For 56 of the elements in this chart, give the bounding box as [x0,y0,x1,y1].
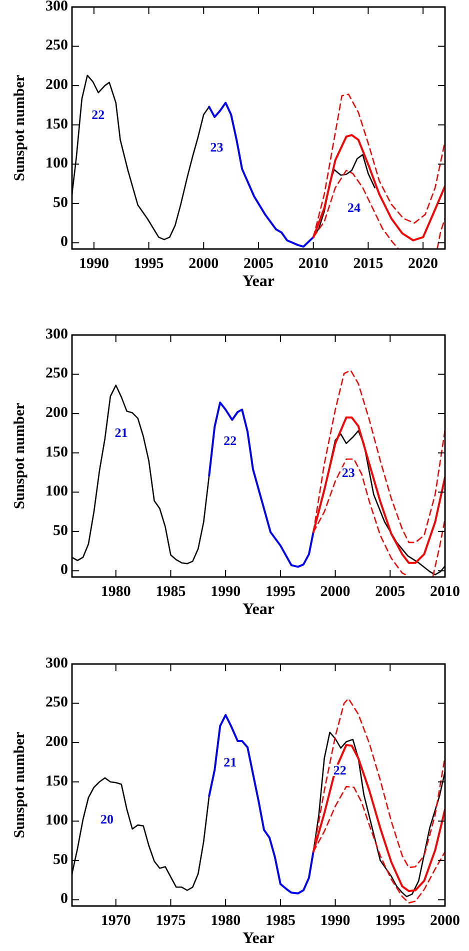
y-tick-label: 200 [46,77,68,94]
x-tick-label: 2010 [430,584,460,600]
annotation: 23 [210,139,224,154]
y-tick-label: 150 [46,116,68,132]
y-tick-label: 100 [46,156,68,172]
annotation: 20 [100,811,114,826]
x-tick-label: 2000 [320,584,350,600]
x-tick-label: 2005 [375,584,406,600]
y-tick-label: 300 [46,0,68,14]
y-tick-label: 150 [46,773,68,790]
y-tick-label: 0 [60,562,68,578]
x-tick-label: 1990 [210,584,241,600]
x-tick-label: 1990 [78,256,109,272]
y-tick-label: 200 [46,405,68,422]
y-tick-label: 0 [60,234,68,250]
y-tick-label: 50 [53,194,68,211]
y-tick-label: 100 [46,484,68,500]
x-tick-label: 2000 [430,913,460,929]
y-axis-title: Sunspot number [12,732,28,838]
y-tick-label: 50 [53,522,68,539]
x-tick-label: 2015 [353,256,384,272]
x-axis-title: Year [242,273,274,290]
annotation: 23 [342,465,356,480]
x-tick-label: 1985 [265,913,296,929]
annotation: 21 [114,424,128,440]
y-tick-label: 100 [46,812,68,829]
y-tick-label: 250 [46,366,68,382]
y-tick-label: 300 [46,655,68,672]
y-axis-title: Sunspot number [12,402,28,510]
annotation: 22 [224,432,237,448]
x-tick-label: 2005 [244,256,274,272]
x-axis-title: Year [242,930,274,947]
annotation: 22 [92,106,105,122]
x-tick-label: 2010 [298,256,328,272]
x-tick-label: 1995 [265,584,296,600]
y-axis-title: Sunspot number [12,74,28,182]
y-tick-label: 200 [46,734,68,750]
y-tick-label: 50 [53,852,68,868]
x-tick-label: 1995 [134,256,164,272]
annotation: 21 [224,754,237,770]
x-tick-label: 1980 [100,584,131,600]
x-tick-label: 2000 [188,256,219,272]
x-tick-label: 1995 [375,913,406,929]
annotation: 24 [347,200,361,215]
y-tick-label: 250 [46,38,68,54]
x-tick-label: 1970 [100,913,131,929]
x-axis-title: Year [242,601,274,618]
y-tick-label: 300 [46,326,68,342]
y-tick-label: 150 [46,444,68,460]
x-tick-label: 1990 [320,913,350,929]
x-tick-label: 2020 [408,256,438,272]
y-tick-label: 250 [46,694,68,711]
x-tick-label: 1980 [210,913,241,929]
y-tick-label: 0 [60,891,68,908]
x-tick-label: 1985 [156,584,186,600]
x-tick-label: 1975 [156,913,186,929]
